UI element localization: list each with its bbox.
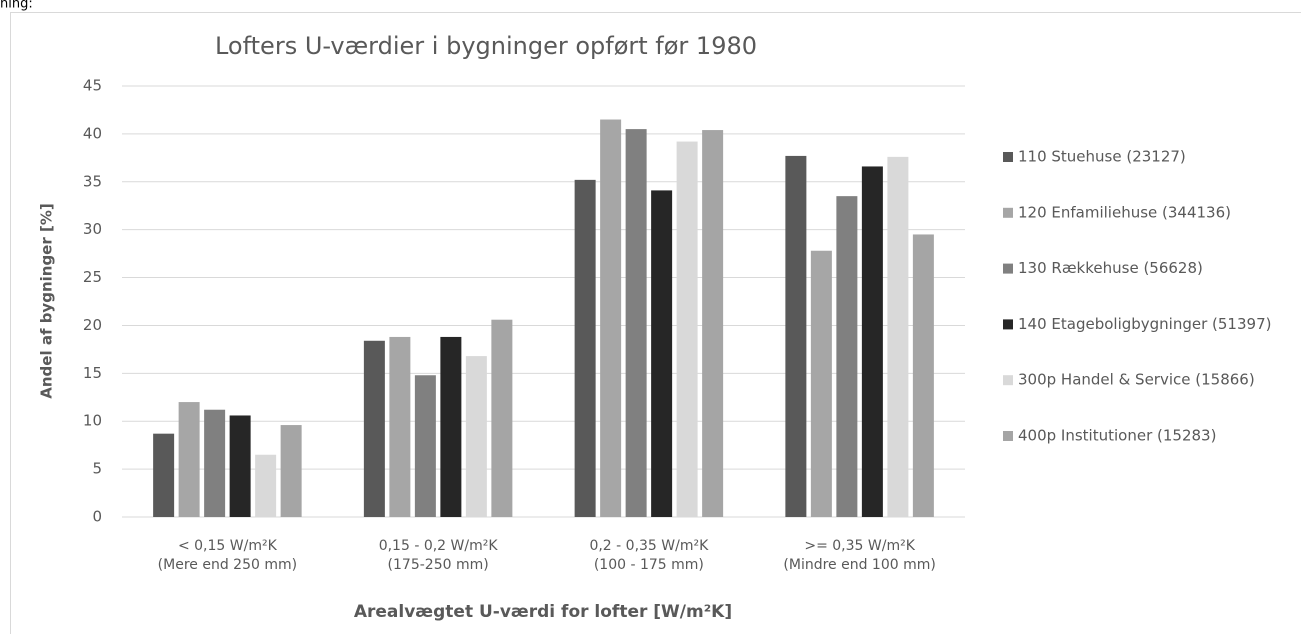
x-tick-label: (Mere end 250 mm) bbox=[158, 557, 297, 573]
legend-swatch bbox=[1003, 375, 1013, 386]
y-tick-label: 30 bbox=[83, 220, 102, 238]
bar bbox=[178, 402, 200, 517]
preceding-text: ning: bbox=[0, 0, 33, 12]
bar bbox=[153, 433, 175, 517]
x-tick-label: (175-250 mm) bbox=[388, 557, 489, 573]
bar bbox=[625, 129, 647, 517]
y-tick-label: 45 bbox=[83, 77, 102, 95]
legend-swatch bbox=[1003, 263, 1013, 274]
x-tick-label: 0,2 - 0,35 W/m²K bbox=[589, 538, 709, 554]
bar bbox=[255, 454, 277, 517]
y-tick-label: 15 bbox=[83, 364, 102, 382]
x-tick-label: < 0,15 W/m²K bbox=[178, 538, 278, 554]
x-tick-label: 0,15 - 0,2 W/m²K bbox=[379, 538, 499, 554]
bar bbox=[861, 166, 883, 517]
bar bbox=[229, 415, 251, 517]
legend-label: 120 Enfamiliehuse (344136) bbox=[1018, 203, 1231, 221]
legend-label: 400p Institutioner (15283) bbox=[1018, 427, 1216, 445]
bar bbox=[414, 375, 436, 517]
bar bbox=[810, 250, 832, 517]
bar bbox=[887, 156, 909, 517]
bar bbox=[785, 155, 807, 517]
bar bbox=[204, 409, 226, 517]
x-tick-label: (100 - 175 mm) bbox=[594, 557, 704, 573]
bar bbox=[912, 234, 934, 517]
chart-title: Lofters U-værdier i bygninger opført før… bbox=[215, 32, 757, 60]
bar bbox=[363, 340, 385, 517]
bar bbox=[836, 196, 858, 517]
bar bbox=[280, 425, 302, 517]
y-tick-label: 25 bbox=[83, 268, 102, 286]
y-tick-label: 0 bbox=[92, 508, 102, 526]
bar bbox=[651, 190, 673, 518]
legend-swatch bbox=[1003, 207, 1013, 218]
y-tick-label: 20 bbox=[83, 316, 102, 334]
y-tick-label: 10 bbox=[83, 412, 102, 430]
legend-swatch bbox=[1003, 319, 1013, 330]
legend-swatch bbox=[1003, 431, 1013, 441]
bar bbox=[702, 130, 724, 517]
bar bbox=[600, 119, 622, 518]
bar bbox=[491, 319, 513, 517]
bar bbox=[465, 356, 487, 517]
y-tick-label: 5 bbox=[92, 460, 102, 478]
bar bbox=[574, 179, 596, 517]
y-tick-label: 40 bbox=[83, 124, 102, 142]
x-tick-label: >= 0,35 W/m²K bbox=[804, 538, 915, 554]
x-axis-label: Arealvægtet U-værdi for lofter [W/m²K] bbox=[354, 602, 732, 622]
legend-label: 130 Rækkehuse (56628) bbox=[1018, 259, 1203, 277]
legend-label: 300p Handel & Service (15866) bbox=[1018, 371, 1255, 389]
legend-swatch bbox=[1003, 152, 1013, 162]
legend-label: 140 Etageboligbygninger (51397) bbox=[1018, 315, 1271, 333]
x-tick-label: (Mindre end 100 mm) bbox=[783, 557, 935, 573]
y-tick-label: 35 bbox=[83, 172, 102, 190]
bar bbox=[676, 141, 698, 517]
legend-label: 110 Stuehuse (23127) bbox=[1018, 148, 1186, 166]
y-axis-label: Andel af bygninger [%] bbox=[38, 203, 56, 398]
bar bbox=[440, 336, 462, 517]
bar bbox=[389, 336, 411, 517]
